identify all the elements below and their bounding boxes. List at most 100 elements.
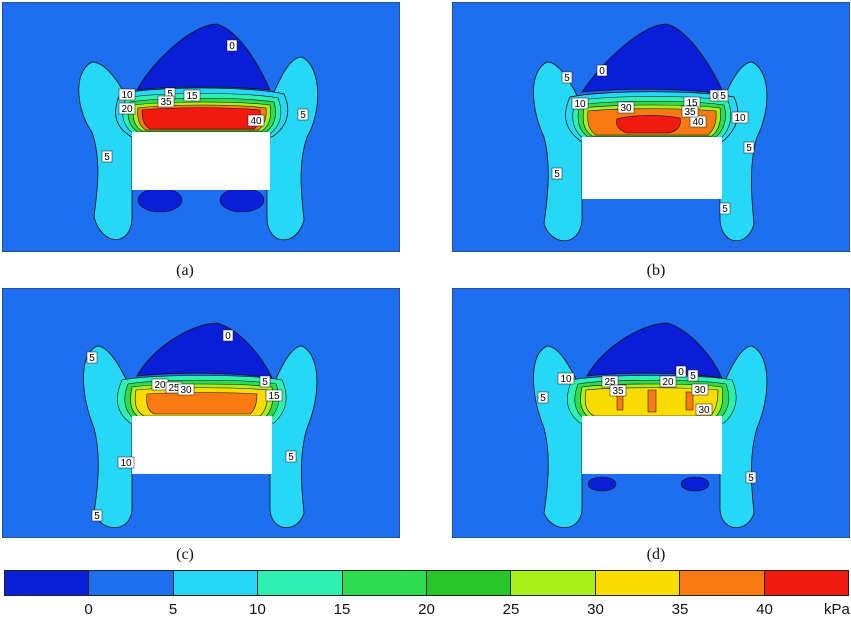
- contour-label: 5: [551, 167, 563, 180]
- svg-text:0: 0: [712, 91, 718, 102]
- colorbar-segment: [258, 571, 343, 595]
- svg-text:5: 5: [94, 511, 100, 522]
- contour-label: 5: [285, 450, 297, 463]
- colorbar-tick-label: 30: [587, 601, 604, 618]
- svg-text:40: 40: [692, 117, 704, 128]
- contour-plot-c: 0 5 5 20 25 30 15 10 5 5: [2, 288, 400, 538]
- contour-plot-a: 0 5 10 15 20 35 40 5 5: [2, 2, 400, 252]
- contour-label: 10: [118, 88, 136, 101]
- contour-label: 30: [695, 403, 713, 416]
- contour-label: 5: [91, 509, 103, 522]
- contour-label: 30: [617, 101, 635, 114]
- svg-text:5: 5: [564, 73, 570, 84]
- svg-text:30: 30: [620, 103, 632, 114]
- colorbar-segment: [427, 571, 512, 595]
- contour-labels-d: 0 10 25 35 20 0 5 30 30 5 5: [537, 365, 757, 484]
- contour-label: 5: [745, 471, 757, 484]
- contour-label: 15: [183, 89, 201, 102]
- svg-text:0: 0: [229, 41, 235, 52]
- colorbar-tick-label: 10: [249, 601, 266, 618]
- svg-text:5: 5: [104, 152, 110, 163]
- contour-label: 30: [177, 383, 195, 396]
- svg-text:20: 20: [121, 104, 133, 115]
- svg-text:35: 35: [160, 97, 172, 108]
- contour-label: 10: [117, 456, 135, 469]
- svg-text:30: 30: [694, 385, 706, 396]
- contour-label: 35: [609, 384, 627, 397]
- contour-panel-b: 0 5 10 30 40 0 5 15 35 10 5 5 5: [452, 2, 850, 252]
- contour-labels-b: 0 5 10 30 40 0 5 15 35 10 5 5 5: [551, 64, 755, 215]
- colorbar-segment: [764, 571, 849, 595]
- colorbar-segment: [680, 571, 765, 595]
- colorbar-segment: [342, 571, 428, 595]
- contour-label: 0: [222, 329, 234, 342]
- contour-label: 20: [118, 102, 136, 115]
- contour-label: 35: [681, 105, 699, 118]
- svg-text:0: 0: [225, 331, 231, 342]
- contour-label: 5: [719, 202, 731, 215]
- contour-label: 0: [226, 39, 238, 52]
- svg-text:25: 25: [604, 377, 616, 388]
- colorbar-tick-label: 20: [418, 601, 435, 618]
- svg-text:25: 25: [168, 383, 180, 394]
- contour-label: 5: [101, 150, 113, 163]
- contour-label: 5: [537, 391, 549, 404]
- svg-text:15: 15: [686, 98, 698, 109]
- colorbar-segment: [173, 571, 259, 595]
- colorbar-segment: [595, 571, 681, 595]
- caption-b: (b): [646, 262, 666, 279]
- svg-text:15: 15: [186, 91, 198, 102]
- contour-label: 10: [731, 111, 749, 124]
- contour-panel-d: 0 10 25 35 20 0 5 30 30 5 5: [452, 288, 850, 538]
- svg-text:5: 5: [746, 143, 752, 154]
- colorbar-tick-label: 40: [756, 601, 773, 618]
- contour-labels-c: 0 5 5 20 25 30 15 10 5 5: [86, 329, 297, 522]
- colorbar-segment: [89, 571, 174, 595]
- contour-label: 0: [675, 365, 687, 378]
- svg-text:20: 20: [662, 377, 674, 388]
- svg-text:5: 5: [540, 393, 546, 404]
- contour-plot-d: 0 10 25 35 20 0 5 30 30 5 5: [452, 288, 850, 538]
- svg-text:35: 35: [612, 386, 624, 397]
- svg-text:35: 35: [684, 107, 696, 118]
- colorbar-tick-label: 0: [84, 601, 93, 618]
- colorbar-tick-label: 5: [168, 601, 178, 618]
- svg-text:5: 5: [167, 89, 173, 100]
- svg-text:5: 5: [300, 110, 306, 121]
- contour-label: 5: [86, 351, 98, 364]
- caption-d: (d): [646, 546, 666, 563]
- contour-panel-c: 0 5 5 20 25 30 15 10 5 5: [2, 288, 400, 538]
- svg-text:20: 20: [154, 380, 166, 391]
- svg-text:0: 0: [599, 66, 605, 77]
- contour-label: 5: [717, 89, 729, 102]
- contour-label: 20: [151, 378, 169, 391]
- caption-a: (a): [176, 262, 194, 279]
- svg-text:5: 5: [720, 91, 726, 102]
- contour-label: 5: [561, 71, 573, 84]
- contour-label: 10: [557, 372, 575, 385]
- contour-label: 0: [596, 64, 608, 77]
- contour-label: 5: [297, 108, 309, 121]
- contour-label: 35: [157, 95, 175, 108]
- svg-text:10: 10: [121, 90, 133, 101]
- svg-text:5: 5: [89, 353, 95, 364]
- svg-text:10: 10: [560, 374, 572, 385]
- colorbar: [4, 570, 849, 596]
- colorbar-segment: [511, 571, 596, 595]
- svg-text:15: 15: [268, 391, 280, 402]
- colorbar-tick-label: 15: [333, 601, 351, 618]
- svg-text:30: 30: [698, 405, 710, 416]
- colorbar-tick-label: 25: [502, 601, 520, 618]
- contour-plot-b: 0 5 10 30 40 0 5 15 35 10 5 5 5: [452, 2, 850, 252]
- svg-text:5: 5: [288, 452, 294, 463]
- colorbar-segment: [5, 571, 90, 595]
- svg-text:5: 5: [262, 377, 268, 388]
- contour-label: 30: [691, 383, 709, 396]
- contour-label: 20: [659, 375, 677, 388]
- contour-labels-a: 0 5 10 15 20 35 40 5 5: [101, 39, 309, 163]
- svg-text:40: 40: [250, 116, 262, 127]
- contour-label: 10: [571, 97, 589, 110]
- svg-text:30: 30: [180, 385, 192, 396]
- svg-text:10: 10: [574, 99, 586, 110]
- svg-text:0: 0: [678, 367, 684, 378]
